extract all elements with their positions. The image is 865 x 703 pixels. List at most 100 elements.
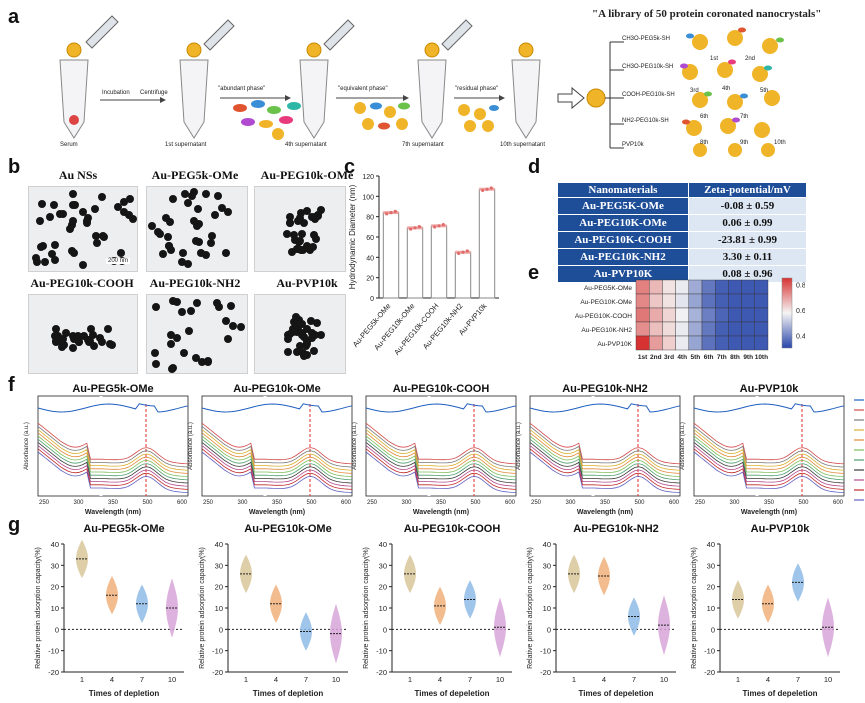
- g-xtick-label: 1: [736, 675, 740, 684]
- g-ylabel: Relative protein adsorption capacity(%): [363, 547, 370, 669]
- nanoparticle: [31, 253, 40, 262]
- f-spectrum-line: [37, 426, 189, 468]
- nanoparticle: [202, 190, 211, 199]
- nanoparticle: [236, 323, 245, 332]
- residual-phase-label: "residual phase": [455, 86, 499, 92]
- nanoparticle: [166, 218, 175, 227]
- nanoparticle: [299, 352, 308, 361]
- f-xtick: 350: [436, 500, 447, 506]
- nanoparticle: [291, 236, 300, 245]
- f-spectrum-line: [693, 435, 845, 477]
- nanoparticle: [221, 317, 230, 326]
- nanoparticle: [206, 239, 215, 248]
- nanoparticle: [51, 241, 60, 250]
- g-ytick-label: 10: [51, 604, 59, 613]
- e-col-label: 3rd: [664, 354, 674, 361]
- tem-image-peg10k-ome: [254, 186, 346, 272]
- f-xlabel: Wavelength (nm): [577, 509, 633, 516]
- zeta-header-material: Nanomaterials: [557, 182, 689, 198]
- grid-label-3: 3rd: [690, 88, 699, 94]
- g-ytick-label: 40: [707, 540, 715, 549]
- g-xtick-label: 7: [468, 675, 472, 684]
- nanoparticle: [296, 320, 305, 329]
- nanoparticle: [197, 249, 206, 258]
- g-ytick-label: 0: [219, 625, 223, 634]
- c-point: [417, 225, 421, 229]
- nanoparticle: [167, 340, 176, 349]
- e-cell: [635, 293, 650, 309]
- nanoparticle: [285, 218, 294, 227]
- tem-title-3: Au-PEG10k-OMe: [260, 168, 354, 182]
- nanoparticle: [36, 243, 45, 252]
- g-xlabel: Times of depletion: [89, 689, 160, 698]
- nanoparticle: [293, 245, 302, 254]
- f-spectrum-line: [37, 442, 189, 484]
- f-spectrum-line: [365, 422, 517, 465]
- f-spectrum-0th: [529, 403, 681, 413]
- f-xtick: 350: [272, 500, 283, 506]
- e-row-label: Au-PVP10K: [597, 341, 632, 348]
- f-spectrum-line: [365, 429, 517, 471]
- g-xtick-label: 1: [408, 675, 412, 684]
- nanoparticle: [41, 258, 50, 267]
- incubation-label: Incubation: [102, 90, 130, 96]
- nanoparticle: [302, 206, 311, 215]
- e-cell: [728, 335, 742, 351]
- e-cell: [714, 307, 729, 323]
- g-xtick-label: 7: [796, 675, 800, 684]
- e-cell: [635, 279, 650, 295]
- c-ylabel: Hydrodynamic Diameter (nm): [348, 184, 357, 289]
- f-spectrum-line: [529, 426, 681, 468]
- table-row: Au-PEG10K-OMe 0.06 ± 0.99: [557, 214, 808, 232]
- serum-label: Serum: [60, 142, 78, 148]
- nanoparticle: [194, 219, 203, 228]
- panel-a-schematic: [59, 15, 784, 157]
- g-ytick-label: 40: [215, 540, 223, 549]
- f-xtick: 300: [73, 500, 84, 506]
- f-xtick: 350: [108, 500, 119, 506]
- f-ylabel: Absorbance (a.u.): [24, 422, 30, 470]
- e-cell: [754, 279, 769, 295]
- e-cell: [741, 279, 756, 295]
- supernatant-7-label: 7th supernatant: [402, 142, 444, 148]
- ligand-label-3: COOH-PEG10k-SH: [622, 92, 675, 98]
- c-ytick-label: 60: [366, 235, 374, 242]
- tube-7: [417, 19, 473, 139]
- nanoparticle: [80, 331, 89, 340]
- e-cell: [688, 321, 703, 337]
- f-spectrum-0th: [365, 403, 517, 413]
- nanoparticle: [163, 233, 172, 242]
- e-cell: [714, 293, 729, 309]
- zeta-name-5: Au-PVP10K: [557, 265, 689, 283]
- g-ytick-label: 40: [51, 540, 59, 549]
- g-ytick-label: -20: [48, 668, 59, 677]
- nanoparticle: [69, 331, 78, 340]
- f-xtick: 500: [306, 500, 317, 506]
- e-cell: [714, 321, 729, 337]
- c-bar: [454, 251, 472, 299]
- tube-4: [299, 19, 355, 139]
- table-row: Au-PVP10K 0.08 ± 0.96: [557, 265, 808, 283]
- nanoparticle: [167, 364, 176, 373]
- c-point: [433, 225, 437, 229]
- g-xtick-label: 1: [244, 675, 248, 684]
- f-xtick: 500: [634, 500, 645, 506]
- nanoparticle: [91, 204, 100, 213]
- nanoparticle: [119, 207, 128, 216]
- e-cell: [688, 335, 703, 351]
- f-spectrum-line: [529, 422, 681, 465]
- grid-label-5: 5th: [760, 88, 769, 94]
- nanoparticle: [98, 231, 107, 240]
- grid-label-4: 4th: [722, 86, 731, 92]
- e-cell: [701, 321, 716, 337]
- nanoparticle: [190, 216, 199, 225]
- nanoparticle: [152, 359, 161, 368]
- supernatant-4-label: 4th supernatant: [285, 142, 327, 148]
- nanoparticle: [202, 251, 211, 260]
- e-cell: [675, 335, 690, 351]
- tem-title-6: Au-PVP10k: [276, 276, 338, 290]
- tube-10: [511, 42, 541, 139]
- nanoparticle: [188, 191, 197, 200]
- nanoparticle: [50, 255, 59, 264]
- panel-f-spectra: Au-PEG5k-OMe Absorbance (a.u.) Wavelength …: [24, 383, 864, 516]
